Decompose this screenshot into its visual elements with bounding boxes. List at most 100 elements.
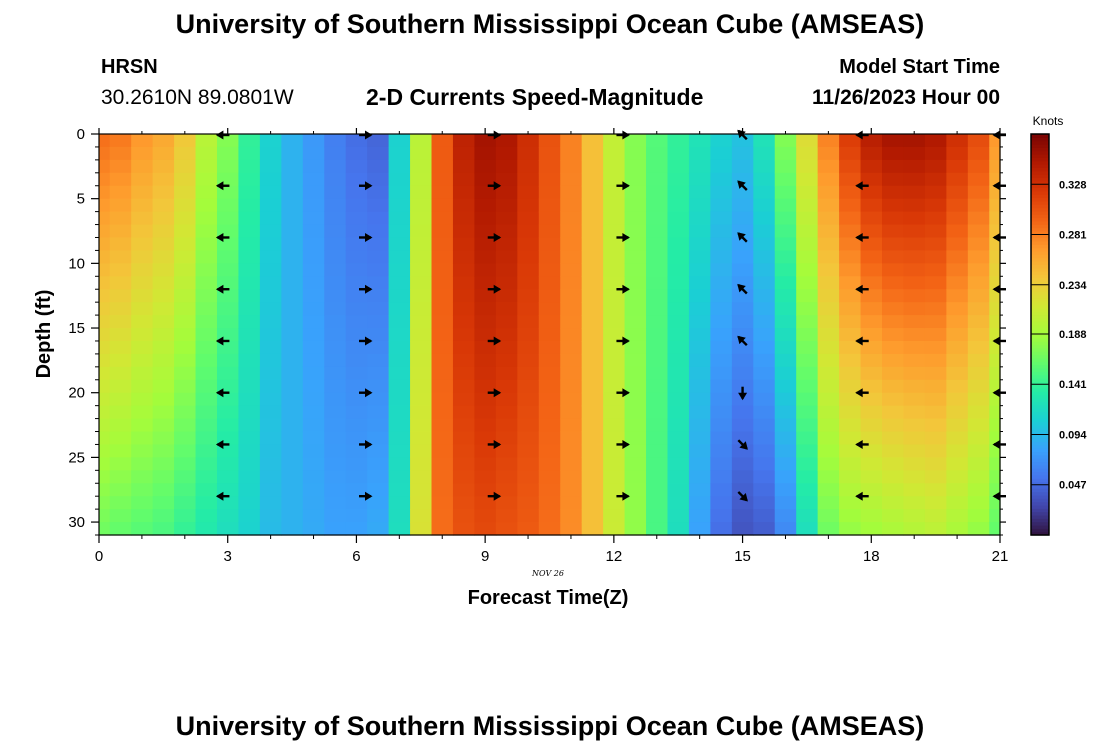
current-arrow [737, 335, 748, 347]
heatmap-cell [924, 509, 947, 523]
heatmap-cell [624, 392, 647, 407]
heatmap-cell [345, 444, 368, 458]
heatmap-cell [882, 444, 905, 458]
heatmap-cell [388, 315, 411, 329]
heatmap-cell [174, 211, 197, 226]
heatmap-cell [860, 237, 883, 252]
heatmap-cell [431, 522, 454, 536]
heatmap-cell [452, 263, 476, 277]
heatmap-cell [753, 263, 776, 277]
heatmap-cell [646, 405, 669, 420]
current-vectors [215, 129, 1006, 502]
heatmap-cell [581, 405, 604, 420]
heatmap-cell [924, 315, 947, 329]
heatmap-cell [109, 444, 132, 458]
heatmap-cell [882, 263, 905, 277]
heatmap-cell [431, 457, 454, 471]
heatmap-cell [238, 366, 261, 381]
heatmap-cell [839, 392, 862, 407]
heatmap-cell [967, 146, 990, 161]
heatmap-cell [903, 405, 926, 420]
heatmap-cell [367, 340, 390, 355]
heatmap-cell [259, 522, 282, 536]
heatmap-cell [495, 289, 518, 303]
heatmap-cell [281, 289, 304, 303]
heatmap-cell [195, 470, 218, 484]
colorbar-segment [1031, 194, 1049, 199]
heatmap-cell [538, 379, 561, 394]
heatmap-cell [345, 483, 368, 497]
heatmap-cell [710, 340, 733, 355]
heatmap-cell [431, 276, 454, 290]
heatmap-cell [753, 276, 776, 290]
heatmap-cell [581, 224, 604, 239]
heatmap-cell [774, 172, 797, 187]
heatmap-cell [431, 379, 454, 394]
heatmap-cell [753, 470, 776, 484]
heatmap-cell [731, 431, 754, 446]
heatmap-cell [302, 315, 325, 329]
colorbar-segment [1031, 404, 1049, 409]
heatmap-cell [538, 198, 561, 213]
colorbar-segment [1031, 314, 1049, 319]
heatmap-cell [324, 237, 347, 252]
heatmap-cell [774, 250, 797, 264]
heatmap-cell [946, 302, 969, 316]
heatmap-cell [731, 418, 754, 433]
heatmap-cell [345, 353, 368, 368]
heatmap-cell [581, 457, 604, 471]
heatmap-cell [710, 224, 733, 239]
heatmap-cell [560, 302, 583, 316]
heatmap-cell [259, 509, 282, 523]
colorbar-segment [1031, 281, 1049, 285]
heatmap-cell [388, 172, 411, 187]
heatmap-cell [882, 470, 905, 484]
heatmap-cell [174, 276, 197, 290]
heatmap-cell [238, 457, 261, 471]
heatmap-cell [281, 496, 304, 510]
heatmap-cell [624, 496, 647, 510]
heatmap-cell [688, 276, 711, 290]
heatmap-cell [452, 379, 476, 394]
heatmap-cell [517, 509, 540, 523]
heatmap-cell [259, 198, 282, 213]
heatmap-cell [109, 224, 132, 239]
heatmap-cell [367, 366, 390, 381]
heatmap-cell [860, 224, 883, 239]
colorbar-segment [1031, 321, 1049, 326]
heatmap-cell [517, 470, 540, 484]
heatmap-cell [259, 224, 282, 239]
heatmap-cell [174, 470, 197, 484]
heatmap-cell [581, 431, 604, 446]
heatmap-cell [345, 134, 368, 148]
heatmap-cell [989, 289, 1001, 303]
heatmap-cell [152, 444, 175, 458]
heatmap-cell [882, 224, 905, 239]
heatmap-cell [731, 315, 754, 329]
heatmap-cell [560, 444, 583, 458]
heatmap-cell [367, 444, 390, 458]
heatmap-cell [967, 366, 990, 381]
colorbar-segment [1031, 384, 1049, 389]
heatmap-cell [710, 185, 733, 200]
heatmap-cell [667, 250, 690, 264]
colorbar-segment [1031, 160, 1049, 165]
heatmap-cell [753, 379, 776, 394]
heatmap-cell [946, 328, 969, 342]
heatmap-cell [903, 496, 926, 510]
heatmap-cell [860, 522, 883, 536]
heatmap-cell [152, 457, 175, 471]
heatmap-cell [302, 457, 325, 471]
heatmap-cell [452, 302, 476, 316]
heatmap-cell [646, 496, 669, 510]
heatmap-cell [903, 263, 926, 277]
heatmap-cell [646, 134, 669, 148]
colorbar-segment [1031, 250, 1049, 255]
heatmap-cell [774, 198, 797, 213]
heatmap-cell [109, 366, 132, 381]
heatmap-cell [560, 509, 583, 523]
colorbar-segment [1031, 531, 1049, 536]
heatmap-cell [238, 250, 261, 264]
colorbar-segment [1031, 514, 1049, 519]
heatmap-cell [946, 263, 969, 277]
